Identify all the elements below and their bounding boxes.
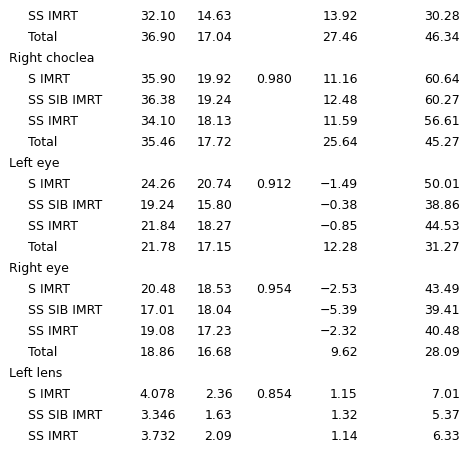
Text: 44.53: 44.53 xyxy=(424,220,460,233)
Text: 19.24: 19.24 xyxy=(197,94,232,107)
Text: 17.15: 17.15 xyxy=(197,241,232,254)
Text: −5.39: −5.39 xyxy=(319,304,358,317)
Text: 50.01: 50.01 xyxy=(424,178,460,191)
Text: 2.09: 2.09 xyxy=(204,430,232,443)
Text: −2.53: −2.53 xyxy=(319,283,358,296)
Text: −0.85: −0.85 xyxy=(319,220,358,233)
Text: S IMRT: S IMRT xyxy=(28,73,71,86)
Text: 14.63: 14.63 xyxy=(197,10,232,23)
Text: Total: Total xyxy=(28,241,58,254)
Text: 3.732: 3.732 xyxy=(140,430,175,443)
Text: Right eye: Right eye xyxy=(9,262,69,275)
Text: SS IMRT: SS IMRT xyxy=(28,430,78,443)
Text: −0.38: −0.38 xyxy=(319,199,358,212)
Text: 18.53: 18.53 xyxy=(197,283,232,296)
Text: 17.72: 17.72 xyxy=(197,136,232,149)
Text: 0.912: 0.912 xyxy=(256,178,292,191)
Text: 0.854: 0.854 xyxy=(255,388,292,401)
Text: 27.46: 27.46 xyxy=(322,31,358,44)
Text: 34.10: 34.10 xyxy=(140,115,175,128)
Text: 1.63: 1.63 xyxy=(205,409,232,422)
Text: 17.04: 17.04 xyxy=(197,31,232,44)
Text: 18.27: 18.27 xyxy=(197,220,232,233)
Text: SS IMRT: SS IMRT xyxy=(28,325,78,338)
Text: 0.980: 0.980 xyxy=(255,73,292,86)
Text: 9.62: 9.62 xyxy=(330,346,358,359)
Text: 24.26: 24.26 xyxy=(140,178,175,191)
Text: 36.90: 36.90 xyxy=(140,31,175,44)
Text: 32.10: 32.10 xyxy=(140,10,175,23)
Text: 15.80: 15.80 xyxy=(196,199,232,212)
Text: 20.48: 20.48 xyxy=(140,283,175,296)
Text: Total: Total xyxy=(28,346,58,359)
Text: 5.37: 5.37 xyxy=(432,409,460,422)
Text: 6.33: 6.33 xyxy=(432,430,460,443)
Text: S IMRT: S IMRT xyxy=(28,178,71,191)
Text: SS SIB IMRT: SS SIB IMRT xyxy=(28,304,103,317)
Text: 12.28: 12.28 xyxy=(322,241,358,254)
Text: S IMRT: S IMRT xyxy=(28,283,71,296)
Text: 31.27: 31.27 xyxy=(424,241,460,254)
Text: 35.90: 35.90 xyxy=(140,73,175,86)
Text: 38.86: 38.86 xyxy=(424,199,460,212)
Text: 60.64: 60.64 xyxy=(424,73,460,86)
Text: 18.13: 18.13 xyxy=(197,115,232,128)
Text: 35.46: 35.46 xyxy=(140,136,175,149)
Text: 11.16: 11.16 xyxy=(322,73,358,86)
Text: 18.04: 18.04 xyxy=(197,304,232,317)
Text: 19.08: 19.08 xyxy=(140,325,175,338)
Text: 21.78: 21.78 xyxy=(140,241,175,254)
Text: Left lens: Left lens xyxy=(9,367,63,380)
Text: 28.09: 28.09 xyxy=(424,346,460,359)
Text: 11.59: 11.59 xyxy=(322,115,358,128)
Text: 20.74: 20.74 xyxy=(197,178,232,191)
Text: −1.49: −1.49 xyxy=(320,178,358,191)
Text: S IMRT: S IMRT xyxy=(28,388,71,401)
Text: 12.48: 12.48 xyxy=(322,94,358,107)
Text: 30.28: 30.28 xyxy=(424,10,460,23)
Text: 16.68: 16.68 xyxy=(197,346,232,359)
Text: SS IMRT: SS IMRT xyxy=(28,115,78,128)
Text: Left eye: Left eye xyxy=(9,157,60,170)
Text: 1.15: 1.15 xyxy=(330,388,358,401)
Text: 4.078: 4.078 xyxy=(139,388,175,401)
Text: 1.14: 1.14 xyxy=(330,430,358,443)
Text: Total: Total xyxy=(28,31,58,44)
Text: −2.32: −2.32 xyxy=(320,325,358,338)
Text: 1.32: 1.32 xyxy=(330,409,358,422)
Text: 56.61: 56.61 xyxy=(424,115,460,128)
Text: SS SIB IMRT: SS SIB IMRT xyxy=(28,199,103,212)
Text: Right choclea: Right choclea xyxy=(9,52,95,65)
Text: 13.92: 13.92 xyxy=(322,10,358,23)
Text: 19.24: 19.24 xyxy=(140,199,175,212)
Text: SS SIB IMRT: SS SIB IMRT xyxy=(28,409,103,422)
Text: 25.64: 25.64 xyxy=(322,136,358,149)
Text: 45.27: 45.27 xyxy=(424,136,460,149)
Text: 19.92: 19.92 xyxy=(197,73,232,86)
Text: 21.84: 21.84 xyxy=(140,220,175,233)
Text: 60.27: 60.27 xyxy=(424,94,460,107)
Text: 17.23: 17.23 xyxy=(197,325,232,338)
Text: 43.49: 43.49 xyxy=(424,283,460,296)
Text: Total: Total xyxy=(28,136,58,149)
Text: SS IMRT: SS IMRT xyxy=(28,10,78,23)
Text: 39.41: 39.41 xyxy=(424,304,460,317)
Text: 3.346: 3.346 xyxy=(140,409,175,422)
Text: 7.01: 7.01 xyxy=(432,388,460,401)
Text: 18.86: 18.86 xyxy=(140,346,175,359)
Text: SS SIB IMRT: SS SIB IMRT xyxy=(28,94,103,107)
Text: 2.36: 2.36 xyxy=(205,388,232,401)
Text: 36.38: 36.38 xyxy=(140,94,175,107)
Text: 0.954: 0.954 xyxy=(256,283,292,296)
Text: SS IMRT: SS IMRT xyxy=(28,220,78,233)
Text: 46.34: 46.34 xyxy=(424,31,460,44)
Text: 17.01: 17.01 xyxy=(140,304,175,317)
Text: 40.48: 40.48 xyxy=(424,325,460,338)
